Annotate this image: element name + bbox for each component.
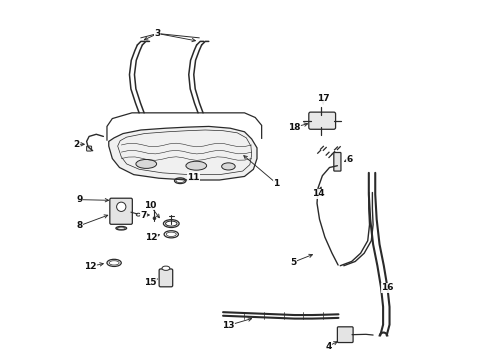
FancyBboxPatch shape (337, 327, 352, 342)
Ellipse shape (163, 220, 179, 228)
Ellipse shape (165, 221, 177, 226)
Text: 2: 2 (73, 140, 80, 149)
Ellipse shape (185, 161, 206, 170)
Text: 15: 15 (143, 278, 156, 287)
Text: 4: 4 (325, 342, 331, 351)
Text: 3: 3 (154, 29, 161, 38)
Ellipse shape (162, 266, 169, 270)
FancyBboxPatch shape (333, 153, 340, 171)
Text: 12: 12 (84, 262, 96, 271)
Ellipse shape (136, 159, 156, 168)
Text: 14: 14 (312, 189, 325, 198)
Text: 11: 11 (187, 173, 200, 182)
Ellipse shape (221, 163, 235, 170)
Text: 5: 5 (290, 258, 296, 267)
Text: 8: 8 (76, 221, 82, 230)
Text: 17: 17 (316, 94, 329, 103)
FancyBboxPatch shape (86, 146, 91, 151)
FancyBboxPatch shape (159, 269, 172, 287)
Text: 18: 18 (287, 123, 300, 132)
Circle shape (153, 217, 156, 220)
Text: 3: 3 (154, 29, 161, 38)
Polygon shape (108, 126, 257, 180)
Text: 6: 6 (346, 155, 352, 164)
Text: 1: 1 (273, 179, 279, 188)
Text: 7: 7 (140, 211, 147, 220)
Text: 12: 12 (145, 233, 158, 242)
Circle shape (116, 202, 125, 211)
FancyBboxPatch shape (308, 112, 335, 129)
Text: 16: 16 (380, 283, 393, 292)
Text: 13: 13 (222, 321, 234, 330)
FancyBboxPatch shape (110, 198, 132, 224)
Text: 9: 9 (76, 195, 82, 204)
Text: 10: 10 (143, 201, 156, 210)
Ellipse shape (136, 213, 140, 216)
